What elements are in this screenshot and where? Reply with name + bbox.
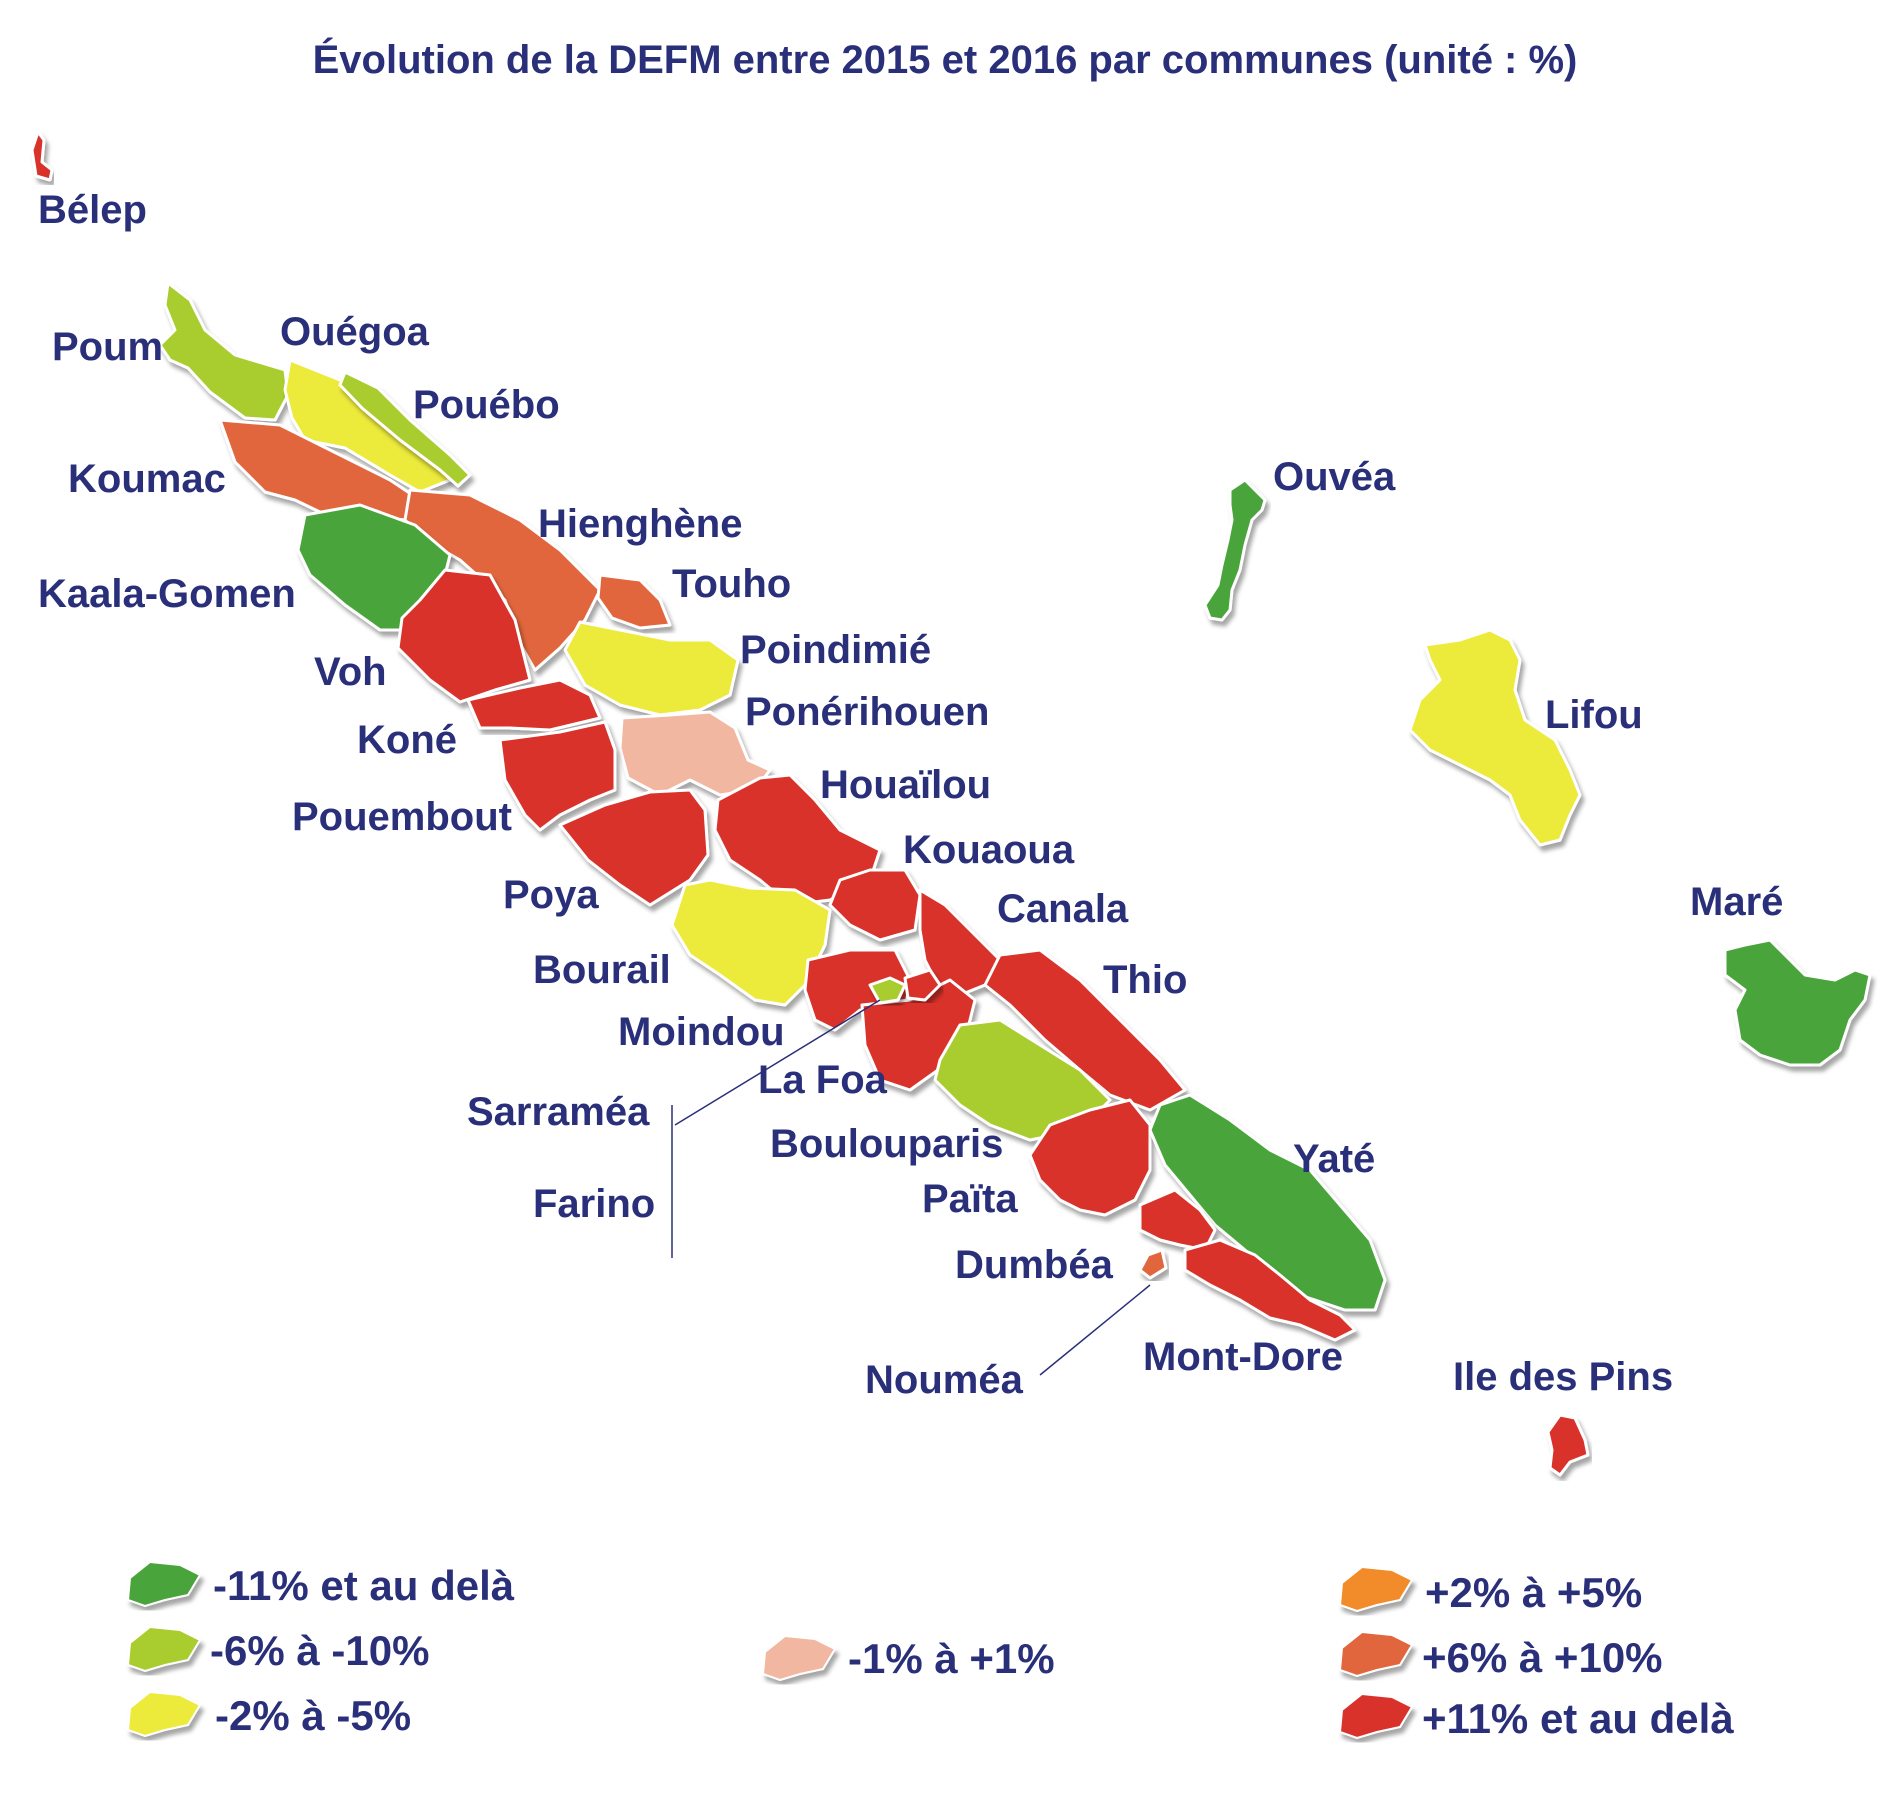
legend-item-5: +2% à +5% xyxy=(1338,1565,1642,1616)
commune-touho[interactable] xyxy=(596,573,672,630)
legend-label: -6% à -10% xyxy=(210,1627,429,1674)
legend-swatch xyxy=(126,1625,202,1673)
label-mont-dore: Mont-Dore xyxy=(1143,1335,1343,1379)
commune-paita[interactable] xyxy=(1028,1098,1152,1217)
commune-labels: Bélep Poum Ouégoa Pouébo Koumac Hienghèn… xyxy=(38,188,1783,1402)
label-la-foa: La Foa xyxy=(758,1058,888,1102)
legend-item-4: -1% à +1% xyxy=(761,1634,1055,1682)
map-title: Évolution de la DEFM entre 2015 et 2016 … xyxy=(312,38,1578,82)
legend-label: -1% à +1% xyxy=(848,1635,1055,1682)
label-poum: Poum xyxy=(52,325,163,369)
commune-mont-dore[interactable] xyxy=(1183,1238,1357,1342)
label-houailou: Houaïlou xyxy=(820,763,991,807)
commune-shapes xyxy=(30,130,1872,1477)
legend-swatch xyxy=(126,1560,202,1608)
label-poindimie: Poindimié xyxy=(740,628,931,672)
commune-poya[interactable] xyxy=(558,788,710,907)
label-touho: Touho xyxy=(672,562,791,606)
leader-lines xyxy=(671,999,1151,1376)
label-boulouparis: Boulouparis xyxy=(770,1122,1003,1166)
commune-kone[interactable] xyxy=(466,678,602,732)
commune-kouaoua[interactable] xyxy=(828,868,922,942)
label-ponerihouen: Ponérihouen xyxy=(745,690,989,734)
commune-ouvea[interactable] xyxy=(1203,478,1267,622)
label-ile-des-pins: Ile des Pins xyxy=(1453,1355,1673,1399)
commune-noumea[interactable] xyxy=(1138,1248,1168,1280)
legend-item-7: +11% et au delà xyxy=(1338,1692,1734,1742)
legend-swatch xyxy=(1338,1692,1414,1740)
label-canala: Canala xyxy=(997,887,1129,931)
label-pouebo: Pouébo xyxy=(413,383,560,427)
label-thio: Thio xyxy=(1103,958,1187,1002)
label-kouaoua: Kouaoua xyxy=(903,828,1075,872)
label-koumac: Koumac xyxy=(68,457,226,501)
legend-swatch xyxy=(761,1634,837,1682)
legend-label: +11% et au delà xyxy=(1422,1695,1734,1742)
legend-swatch xyxy=(126,1690,202,1738)
legend-swatch xyxy=(1338,1630,1414,1678)
legend-label: +6% à +10% xyxy=(1422,1634,1663,1681)
label-yate: Yaté xyxy=(1293,1137,1375,1181)
commune-pouembout[interactable] xyxy=(498,720,617,832)
leader-sarramea xyxy=(674,999,881,1126)
legend-item-6: +6% à +10% xyxy=(1338,1630,1663,1681)
label-pouembout: Pouembout xyxy=(292,795,512,839)
label-mare: Maré xyxy=(1690,880,1783,924)
commune-mare[interactable] xyxy=(1723,938,1872,1067)
label-dumbea: Dumbéa xyxy=(955,1243,1114,1287)
label-lifou: Lifou xyxy=(1545,693,1643,737)
label-belep: Bélep xyxy=(38,188,147,232)
label-bourail: Bourail xyxy=(533,948,671,992)
label-poya: Poya xyxy=(503,873,599,917)
label-ouegoa: Ouégoa xyxy=(280,310,430,354)
legend: -11% et au delà -6% à -10% -2% à -5% -1%… xyxy=(126,1560,1734,1742)
legend-item-1: -11% et au delà xyxy=(126,1560,515,1609)
commune-thio[interactable] xyxy=(983,948,1187,1112)
commune-poindimie[interactable] xyxy=(563,620,740,717)
legend-swatch xyxy=(1338,1565,1414,1613)
label-farino: Farino xyxy=(533,1182,655,1226)
label-ouvea: Ouvéa xyxy=(1273,455,1396,499)
commune-belep[interactable] xyxy=(30,130,54,182)
commune-farino[interactable] xyxy=(903,968,942,1002)
leader-noumea xyxy=(1039,1284,1151,1376)
commune-pouebo[interactable] xyxy=(338,370,472,488)
label-kone: Koné xyxy=(357,718,457,762)
commune-ile-des-pins[interactable] xyxy=(1546,1413,1590,1477)
legend-item-3: -2% à -5% xyxy=(126,1690,411,1739)
legend-label: +2% à +5% xyxy=(1425,1569,1642,1616)
legend-label: -11% et au delà xyxy=(213,1562,515,1609)
label-voh: Voh xyxy=(314,650,387,694)
label-kaala-gomen: Kaala-Gomen xyxy=(38,572,296,616)
commune-voh[interactable] xyxy=(396,568,532,704)
commune-poum[interactable] xyxy=(158,281,290,422)
commune-sarramea[interactable] xyxy=(868,976,907,1005)
legend-label: -2% à -5% xyxy=(215,1692,411,1739)
label-noumea: Nouméa xyxy=(865,1358,1024,1402)
legend-item-2: -6% à -10% xyxy=(126,1625,429,1674)
commune-lifou[interactable] xyxy=(1408,628,1582,847)
label-moindou: Moindou xyxy=(618,1010,785,1054)
label-hienghene: Hienghène xyxy=(538,502,742,546)
commune-yate[interactable] xyxy=(1148,1093,1387,1312)
label-sarramea: Sarraméa xyxy=(467,1090,650,1134)
label-paita: Païta xyxy=(922,1177,1018,1221)
commune-canala[interactable] xyxy=(918,888,1002,997)
